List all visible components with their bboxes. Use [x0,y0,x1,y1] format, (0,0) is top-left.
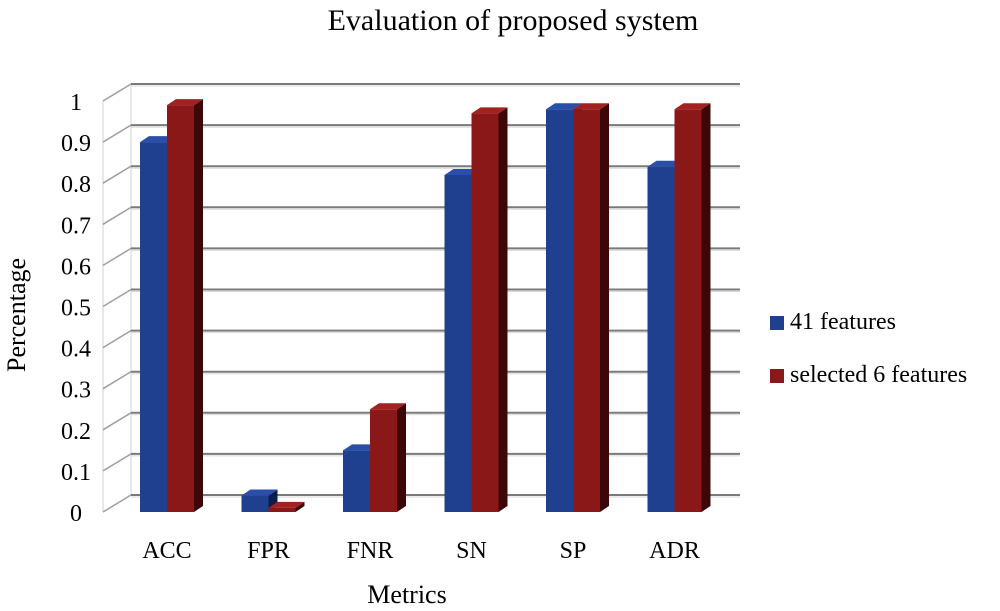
bar-top-sp-series-1 [546,103,582,110]
bar-adr-series-1 [647,166,675,512]
bar-top-fpr-series-1 [241,489,278,496]
bar-sp-series-2 [573,109,600,512]
legend-label: selected 6 features [790,362,968,388]
y-tick-label: 0.8 [61,172,91,198]
legend-swatch-blue [770,316,784,330]
bar-fnr-series-2 [370,409,397,512]
grid-diagonal-line [102,371,132,390]
x-axis-title: Metrics [367,580,446,609]
y-axis-title: Percentage [2,258,31,372]
x-tick-label-fnr: FNR [347,538,394,564]
grid-diagonal-line [102,288,132,308]
y-tick-label: 0.2 [61,419,91,445]
bar-fpr-series-2 [268,507,296,512]
bar-layer [140,99,711,513]
bar-side-fpr-series-2 [295,501,305,512]
bar-sn-series-2 [471,113,499,512]
y-tick-label: 0.7 [61,213,91,239]
bar-side-sn-series-2 [498,107,508,512]
y-tick-labels: 0 0.1 0.2 0.3 0.4 0.5 0.6 0.7 0.8 0.9 1 [61,90,91,527]
x-tick-label-acc: ACC [142,538,191,564]
bar-acc-series-2 [167,105,194,513]
bar-side-sp-series-2 [600,103,609,512]
bar-adr-series-2 [674,109,702,512]
grid-diagonal-line [102,165,132,184]
bar-side-adr-series-2 [701,103,711,512]
x-tick-label-fpr: FPR [247,538,290,564]
chart-title: Evaluation of proposed system [328,4,699,37]
bar-top-fpr-series-2 [268,501,305,508]
bar-fpr-series-1 [241,495,269,512]
legend-label: 41 features [790,309,896,335]
y-tick-label: 0 [70,501,82,527]
bar-acc-series-1 [140,142,167,512]
bar-top-acc-series-2 [167,99,203,106]
grid-diagonal-line [102,412,132,431]
grid-diagonal-line [102,247,132,267]
y-tick-label: 0.5 [61,296,91,322]
x-tick-labels: ACC FPR FNR SN SP ADR [142,538,700,564]
x-tick-label-sp: SP [560,538,587,564]
y-tick-label: 0.3 [61,378,91,404]
legend-swatch-red [770,369,784,383]
x-tick-label-adr: ADR [649,538,700,564]
bar-top-adr-series-2 [674,103,711,110]
grid-layer [102,83,740,513]
bar-side-fnr-series-2 [397,403,406,512]
bar-top-sn-series-2 [471,107,508,114]
y-tick-label: 0.6 [61,254,91,280]
y-tick-label: 0.1 [61,460,91,486]
bar-fnr-series-1 [343,450,370,512]
y-tick-label: 1 [70,90,82,116]
grid-diagonal-line [102,494,132,513]
grid-diagonal-line [102,329,132,349]
x-tick-label-sn: SN [456,538,487,564]
grid-diagonal-line [102,124,132,143]
bar-side-acc-series-2 [194,99,203,513]
y-tick-label: 0.9 [61,131,91,157]
bar-top-sp-series-2 [573,103,609,110]
bar-top-fnr-series-2 [370,403,406,410]
bar-sn-series-1 [444,174,472,513]
y-tick-label: 0.4 [61,337,91,363]
grid-diagonal-line [102,453,132,472]
bar-sp-series-1 [546,109,573,512]
grid-diagonal-line [102,83,132,102]
grid-diagonal-line [102,206,132,225]
